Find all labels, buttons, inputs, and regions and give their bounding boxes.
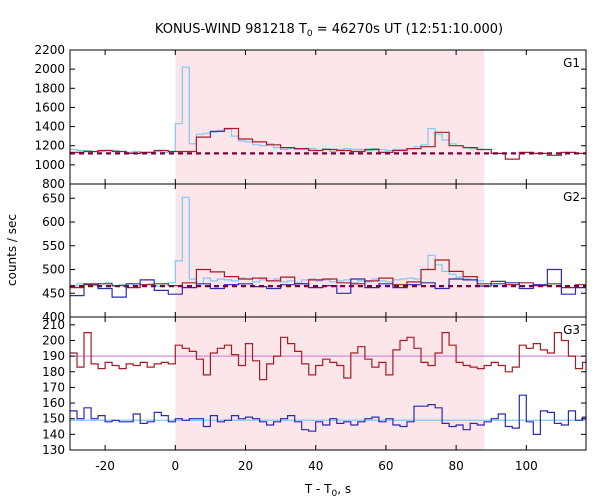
y-tick-label: 180 xyxy=(42,365,65,379)
panel-g1: 800 1000 1200 1400 1600 1800 2000 2200 G1 xyxy=(34,43,587,191)
plot-layer: 8001000120014001600180020002200G14004505… xyxy=(34,43,587,473)
y-tick-label: 450 xyxy=(42,286,65,300)
series-step-navy xyxy=(70,394,587,435)
y-tick-label: 1800 xyxy=(34,81,65,95)
y-axis-label: counts / sec xyxy=(5,214,19,286)
y-tick-label: 1000 xyxy=(34,158,65,172)
panel-label: G2 xyxy=(563,190,580,204)
shaded-interval xyxy=(175,50,485,184)
series-step-dark_red xyxy=(70,332,587,381)
x-tick-label: 0 xyxy=(171,459,179,473)
y-tick-label: 1600 xyxy=(34,100,65,114)
x-tick-label: 100 xyxy=(515,459,538,473)
panel-label: G3 xyxy=(563,323,580,337)
x-tick-label: -20 xyxy=(95,459,115,473)
x-axis-label: T - T0, s xyxy=(304,482,351,499)
y-tick-label: 550 xyxy=(42,239,65,253)
y-tick-label: 130 xyxy=(42,443,65,457)
panel-g2: 400 450 500 550 600 650 G2 xyxy=(42,183,587,324)
x-tick-label: 80 xyxy=(448,459,463,473)
chart-title: KONUS-WIND 981218 T0 = 46270s UT (12:51:… xyxy=(155,22,503,39)
y-tick-label: 190 xyxy=(42,349,65,363)
y-tick-label: 650 xyxy=(42,191,65,205)
y-tick-label: 600 xyxy=(42,215,65,229)
x-tick-label: 40 xyxy=(308,459,323,473)
y-tick-label: 1400 xyxy=(34,120,65,134)
x-tick-label: 20 xyxy=(238,459,253,473)
y-tick-label: 400 xyxy=(42,310,65,324)
y-tick-label: 800 xyxy=(42,177,65,191)
y-tick-label: 200 xyxy=(42,333,65,347)
y-tick-label: 2200 xyxy=(34,43,65,57)
y-tick-label: 500 xyxy=(42,263,65,277)
y-tick-label: 170 xyxy=(42,380,65,394)
y-tick-label: 140 xyxy=(42,427,65,441)
shaded-interval xyxy=(175,184,485,317)
panel-frame xyxy=(69,316,587,451)
shaded-interval xyxy=(175,317,485,450)
y-tick-label: 160 xyxy=(42,396,65,410)
y-tick-label: 1200 xyxy=(34,139,65,153)
y-tick-label: 210 xyxy=(42,318,65,332)
x-tick-label: 60 xyxy=(378,459,393,473)
y-tick-label: 150 xyxy=(42,412,65,426)
series-step-navy xyxy=(70,268,586,298)
y-tick-label: 2000 xyxy=(34,62,65,76)
panel-label: G1 xyxy=(563,56,580,70)
series-step-dark_red xyxy=(70,259,586,289)
